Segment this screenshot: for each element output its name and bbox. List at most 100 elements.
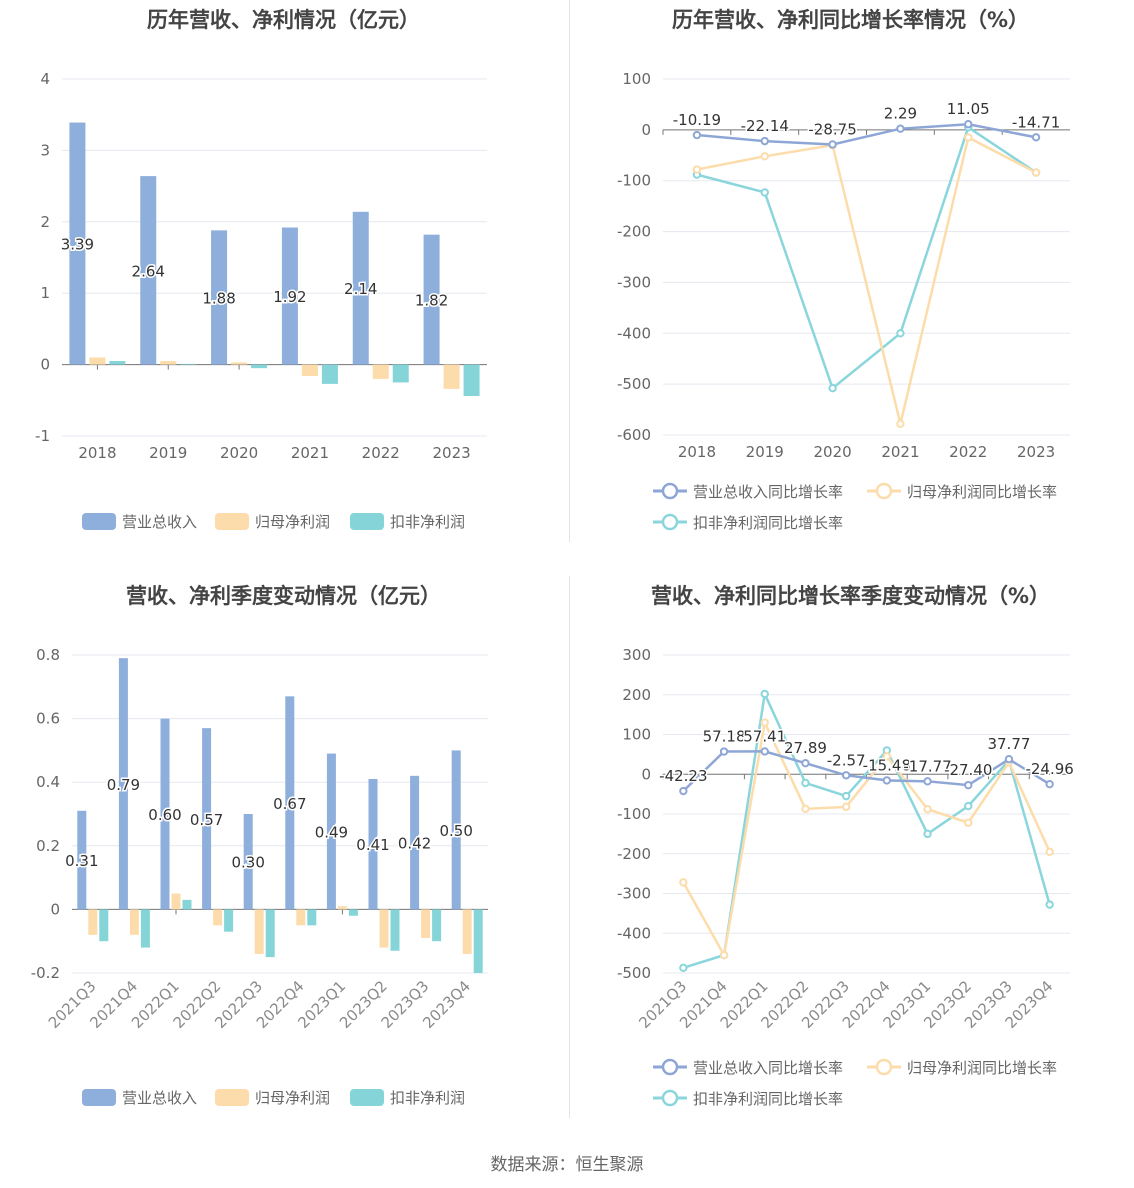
bar — [202, 728, 212, 910]
y-tick-label: 0 — [641, 121, 651, 139]
series-line — [682, 718, 1051, 959]
data-point — [760, 689, 769, 699]
bar — [69, 122, 86, 365]
chart-title: 营收、净利季度变动情况（亿元） — [126, 584, 441, 608]
data-point — [896, 419, 905, 429]
data-label: -28.75 — [808, 120, 856, 138]
bar — [182, 899, 192, 910]
data-label: 2.64 — [132, 262, 165, 280]
series-line — [696, 125, 1037, 391]
y-tick-label: -300 — [617, 885, 651, 903]
legend-marker — [875, 482, 893, 500]
bar — [368, 779, 378, 910]
data-point — [964, 780, 973, 790]
data-point — [828, 384, 837, 393]
x-tick-label: 2023 — [432, 444, 470, 462]
bar — [352, 211, 369, 365]
bar — [140, 176, 157, 365]
y-tick-label: 200 — [622, 686, 651, 704]
bar — [348, 909, 358, 916]
annual-revenue-profit-svg: -1 0 1 2 3 4 2018 2019 2020 2021 2022 2023 3.39 2.64 1… — [35, 70, 487, 531]
bar — [372, 364, 389, 379]
data-point — [760, 747, 769, 756]
data-point — [801, 778, 810, 788]
bar — [337, 906, 347, 910]
data-label: 0.67 — [273, 795, 306, 813]
legend-swatch — [82, 1089, 116, 1106]
bar — [180, 363, 197, 365]
bar — [392, 364, 409, 383]
legend-label: 扣非净利润 — [390, 1089, 465, 1107]
y-tick-label: 0 — [40, 356, 50, 374]
annual-revenue-profit-chart: 历年营收、净利情况（亿元） -1 0 1 2 3 4 2018 2019 2020 2021 202… — [0, 0, 567, 576]
bar — [160, 718, 170, 910]
legend-label: 扣非净利润 — [390, 513, 465, 531]
legend-label: 营业总收入 — [122, 513, 197, 531]
x-tick-label: 2019 — [746, 443, 784, 461]
bar — [321, 364, 338, 384]
bar — [410, 775, 420, 910]
y-tick-label: -0.2 — [31, 964, 60, 982]
legend-label: 营业总收入 — [122, 1089, 197, 1107]
legend-swatch — [82, 513, 116, 530]
legend-label: 归母净利润 — [255, 1089, 330, 1107]
quarterly-revenue-profit-chart: 营收、净利季度变动情况（亿元） -0.2 0 0.2 0.4 0.6 0.8 2021Q3 2… — [0, 576, 567, 1152]
y-tick-label: 300 — [622, 646, 651, 664]
bar — [443, 364, 460, 389]
annual-growth-rate-chart: 历年营收、净利同比增长率情况（%） -600 -500 -400 -300 -200 -1… — [567, 0, 1134, 576]
x-tick-label: 2022 — [949, 443, 987, 461]
bar — [89, 357, 106, 365]
bar — [265, 909, 275, 958]
data-point — [841, 802, 851, 812]
bar — [432, 909, 442, 942]
data-label: 11.05 — [947, 100, 990, 118]
data-point — [841, 791, 851, 801]
legend-swatch — [350, 1089, 384, 1106]
data-label: 0.42 — [398, 835, 431, 853]
y-tick-label: 100 — [622, 726, 651, 744]
quarterly-growth-rate-svg: -500-400-300-200-10001002003002021Q32021… — [617, 646, 1075, 1108]
legend-label: 归母净利润同比增长率 — [907, 1059, 1057, 1077]
legend-swatch — [215, 1089, 249, 1106]
series-line — [696, 135, 1037, 425]
y-tick-label: -500 — [617, 375, 651, 393]
data-point — [964, 120, 973, 129]
bar — [326, 753, 336, 910]
data-point — [1031, 168, 1041, 177]
bar — [254, 909, 264, 954]
series-line — [682, 689, 1051, 970]
data-source: 数据来源：恒生聚源 — [490, 1155, 644, 1175]
bar — [109, 361, 126, 365]
data-label: 0.49 — [315, 823, 348, 841]
bar — [88, 909, 98, 935]
y-tick-label: -1 — [35, 427, 50, 445]
chart-title: 历年营收、净利同比增长率情况（%） — [671, 8, 1030, 32]
bar — [301, 364, 318, 377]
series-line — [682, 750, 1051, 792]
legend-marker — [661, 482, 679, 500]
data-point — [1045, 779, 1054, 789]
data-point — [923, 829, 932, 839]
bar — [296, 909, 306, 926]
x-tick-label: 2021 — [881, 443, 919, 461]
data-point — [679, 963, 688, 973]
data-point — [841, 771, 851, 780]
data-point — [801, 804, 810, 814]
bar — [77, 810, 87, 910]
data-point — [923, 805, 932, 814]
data-point — [719, 950, 729, 960]
x-tick-label: 2022 — [362, 444, 400, 462]
panel-divider — [569, 0, 570, 542]
y-tick-label: 0.6 — [36, 710, 60, 728]
legend-label: 营业总收入同比增长率 — [693, 1059, 843, 1077]
legend-label: 归母净利润同比增长率 — [907, 483, 1057, 501]
bar — [463, 364, 480, 397]
legend-marker — [661, 1089, 679, 1107]
data-point — [692, 130, 702, 140]
bar — [390, 909, 400, 951]
data-point — [923, 777, 932, 786]
y-tick-label: 100 — [622, 70, 651, 88]
data-label: -17.77 — [903, 757, 951, 775]
y-tick-label: -200 — [617, 223, 651, 241]
data-label: 2.29 — [884, 105, 917, 123]
